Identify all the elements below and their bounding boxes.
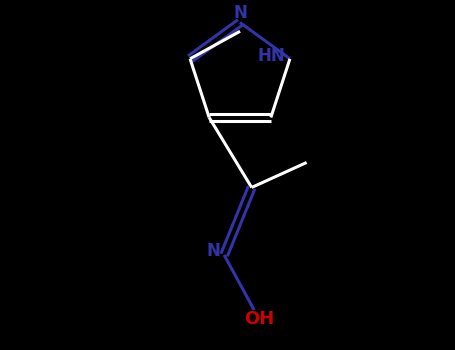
Text: HN: HN (257, 47, 285, 65)
Text: N: N (233, 5, 247, 22)
Text: OH: OH (244, 310, 274, 328)
Text: N: N (206, 242, 220, 260)
